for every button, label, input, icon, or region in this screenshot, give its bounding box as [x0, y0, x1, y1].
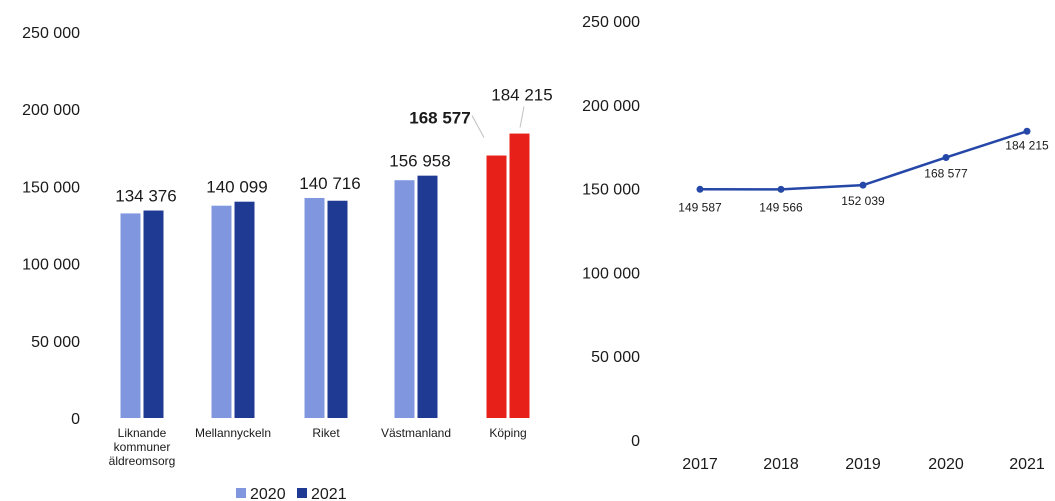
bar-2020-1	[211, 205, 232, 418]
bar-y-tick-label: 100 000	[22, 257, 80, 274]
line-point-2021	[1023, 127, 1031, 135]
bar-category-label: Liknande	[118, 426, 167, 440]
legend-swatch-2020	[236, 488, 246, 498]
legend-swatch-2021	[297, 488, 307, 498]
bar-data-label: 168 577	[409, 109, 470, 128]
bar-y-tick-label: 150 000	[22, 179, 80, 196]
line-data-label: 184 215	[1005, 138, 1049, 152]
line-point-2020	[942, 153, 950, 161]
bar-category-label: Riket	[312, 426, 340, 440]
line-x-tick-label: 2017	[682, 456, 718, 473]
bar-data-label: 140 099	[206, 178, 267, 197]
line-y-tick-label: 0	[631, 433, 640, 450]
bar-2021-4	[509, 133, 530, 419]
line-y-tick-label: 50 000	[591, 349, 640, 366]
line-series	[699, 130, 1028, 191]
line-y-tick-label: 100 000	[582, 265, 640, 282]
bar-data-label: 184 215	[491, 86, 552, 105]
line-data-label: 168 577	[924, 166, 968, 180]
leader-line	[519, 106, 525, 128]
line-data-label: 152 039	[841, 194, 885, 208]
bar-category-label: Köping	[489, 426, 526, 440]
line-data-label: 149 566	[759, 200, 803, 214]
line-y-tick-label: 200 000	[582, 98, 640, 115]
bar-2020-2	[304, 197, 325, 418]
bar-data-label: 156 958	[389, 152, 450, 171]
bar-2020-4	[486, 155, 507, 418]
bar-category-label: Västmanland	[381, 426, 451, 440]
line-y-tick-label: 250 000	[582, 14, 640, 31]
bar-y-tick-label: 200 000	[22, 102, 80, 119]
line-x-tick-label: 2019	[845, 456, 881, 473]
line-x-tick-label: 2021	[1009, 456, 1045, 473]
line-point-2018	[777, 185, 785, 193]
legend-label-2020: 2020	[250, 486, 286, 501]
bar-2021-1	[234, 201, 255, 418]
bar-2021-3	[417, 175, 438, 418]
line-x-tick-label: 2020	[928, 456, 964, 473]
bar-data-label: 134 376	[115, 187, 176, 206]
bar-data-label: 140 716	[299, 174, 360, 193]
bar-2020-3	[394, 180, 415, 418]
bar-2020-0	[120, 213, 141, 418]
legend-label-2021: 2021	[311, 486, 347, 501]
bar-2021-2	[327, 200, 348, 418]
bar-y-tick-label: 50 000	[31, 334, 80, 351]
bar-y-tick-label: 250 000	[22, 25, 80, 42]
bar-category-label: kommuner	[114, 440, 171, 454]
bar-category-label: Mellannyckeln	[195, 426, 271, 440]
line-data-label: 149 587	[678, 200, 722, 214]
bar-y-tick-label: 0	[71, 411, 80, 428]
leader-line	[471, 115, 485, 138]
line-point-2019	[859, 181, 867, 189]
line-x-tick-label: 2018	[763, 456, 799, 473]
bar-category-label: äldreomsorg	[109, 454, 176, 468]
line-y-tick-label: 150 000	[582, 182, 640, 199]
line-point-2017	[696, 185, 704, 193]
bar-2021-0	[143, 210, 164, 418]
